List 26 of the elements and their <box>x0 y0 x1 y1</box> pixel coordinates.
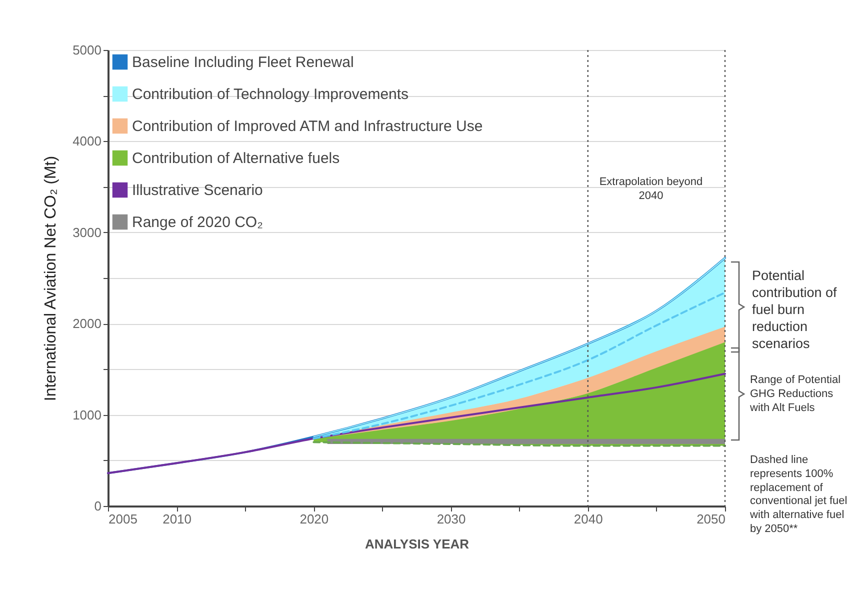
y-tick-label: 1000 <box>72 407 102 422</box>
y-tick-label: 0 <box>94 498 102 514</box>
x-axis-title: ANALYSIS YEAR <box>364 536 470 552</box>
legend-label: Baseline Including Fleet Renewal <box>132 54 354 71</box>
x-tick-label: 2030 <box>436 512 466 526</box>
y-tick-label: 5000 <box>72 42 102 58</box>
text: Potential contribution of fuel burn reduction scenarios <box>752 268 838 352</box>
annotation: Extrapolation beyond 2040 <box>598 176 704 204</box>
y-axis-title: International Aviation Net CO₂ (Mt) <box>42 156 60 402</box>
legend-label: Illustrative Scenario <box>132 182 263 199</box>
x-tick-label: 2020 <box>300 512 329 526</box>
text: Range of Potential GHG Reductions with Alt Fuels <box>750 374 842 416</box>
legend-label: Contribution of Alternative fuels <box>132 150 340 167</box>
legend-label: Range of 2020 CO₂ <box>132 214 264 231</box>
x-tick-label: 2005 <box>108 512 138 526</box>
y-tick-label: 2000 <box>72 316 102 332</box>
x-tick-label: 2050 <box>696 512 726 526</box>
text: Dashed line represents 100% replacement of conventional jet fuel with alternative fuel by 2050** <box>750 454 848 536</box>
x-tick-label: 2010 <box>162 512 192 526</box>
y-tick-label: 4000 <box>72 134 102 149</box>
x-tick-label: 2040 <box>574 512 603 526</box>
line-series <box>312 292 726 440</box>
line-series <box>107 372 726 474</box>
legend-label: Contribution of Improved ATM and Infrastructure Use <box>132 118 483 135</box>
y-tick-label: 3000 <box>72 224 102 240</box>
legend-label: Contribution of Technology Improvements <box>132 86 409 103</box>
